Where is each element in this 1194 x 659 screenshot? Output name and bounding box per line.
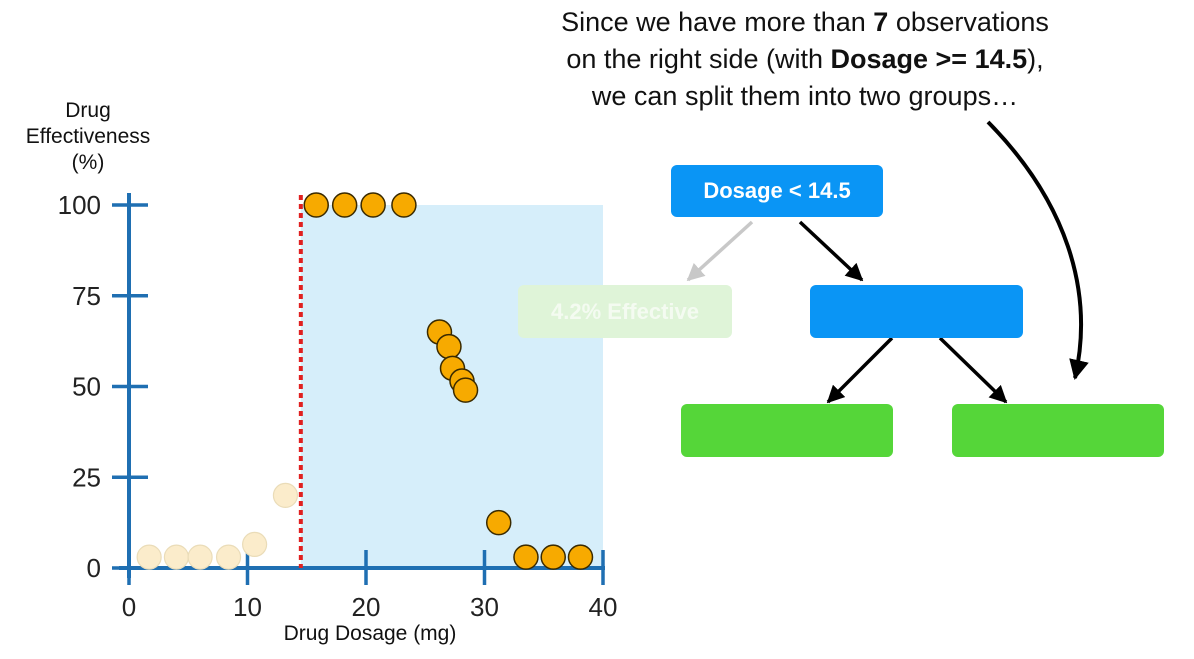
tree-left-leaf: 4.2% Effective <box>518 285 732 338</box>
data-point <box>540 544 566 570</box>
x-tick-label: 20 <box>352 592 381 622</box>
data-point <box>360 192 386 218</box>
data-point-faded <box>136 544 162 570</box>
data-point-faded <box>272 482 299 508</box>
x-axis-label: Drug Dosage (mg) <box>283 622 457 645</box>
data-point-faded <box>242 531 268 558</box>
data-point <box>513 544 539 570</box>
edge-root-left <box>686 220 754 282</box>
edge-inner-leaf-left <box>826 336 894 404</box>
x-tick-label: 30 <box>470 592 499 622</box>
data-point <box>303 192 329 218</box>
y-tick-label: 50 <box>72 372 101 402</box>
data-point <box>391 192 417 218</box>
x-tick-label: 40 <box>589 592 618 622</box>
data-point-faded <box>163 544 189 570</box>
data-point <box>436 333 462 360</box>
tree-root-node: Dosage < 14.5 <box>671 165 883 217</box>
y-axis-label-line: Effectiveness <box>25 125 151 148</box>
edge-root-inner <box>798 220 864 282</box>
tree-leaf-right <box>952 404 1164 457</box>
y-axis-label: Drug Effectiveness (%) <box>10 98 166 176</box>
tree-connectors <box>686 120 1089 404</box>
tree-leaf-left <box>681 404 893 457</box>
y-axis-label-line: Drug <box>65 99 111 122</box>
data-point <box>331 192 358 218</box>
data-point <box>485 509 512 536</box>
data-point-faded <box>187 544 213 570</box>
y-tick-label: 0 <box>87 553 101 583</box>
data-point <box>567 544 594 570</box>
y-tick-label: 25 <box>72 462 101 492</box>
x-tick-label: 0 <box>122 592 136 622</box>
y-tick-label: 100 <box>58 190 101 220</box>
y-axis-label-line: (%) <box>71 151 105 174</box>
caption-arrow <box>986 120 1089 380</box>
tree-inner-node <box>810 285 1023 338</box>
edge-inner-leaf-right <box>938 336 1008 404</box>
x-tick-label: 10 <box>233 592 262 622</box>
y-tick-label: 75 <box>72 281 101 311</box>
data-point-faded <box>215 544 242 570</box>
data-point <box>452 377 479 403</box>
caption-text: Since we have more than 7 observations o… <box>561 7 1049 111</box>
